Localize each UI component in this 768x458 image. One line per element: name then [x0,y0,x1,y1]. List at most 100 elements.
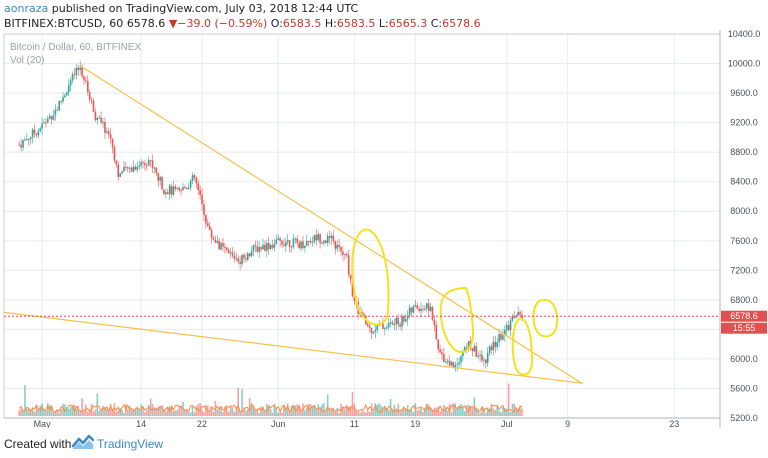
candle-body [304,245,306,249]
volume-bar [374,403,377,416]
y-tick-label: 10400.0 [728,30,761,39]
volume-bar [222,412,224,416]
volume-bar [178,405,180,416]
volume-bar [246,409,249,416]
volume-bar [380,405,382,416]
candle-body [494,341,497,348]
candle-body [104,121,106,133]
candle-body [102,121,104,123]
volume-bar [258,412,260,416]
volume-bar [43,409,45,416]
y-tick-label: 8400.0 [730,177,758,187]
volume-bar [292,404,295,416]
chart-area[interactable]: 10400.0 10000.0 9600.0 9200.0 8800.0 8400.0 80… [0,29,768,429]
candle-body [144,163,146,166]
volume-bar [422,411,424,416]
volume-bar [106,409,108,416]
author-link[interactable]: aonraza [4,2,49,15]
volume-bar [216,409,219,416]
y-tick-label: 5600.0 [730,383,758,393]
tradingview-brand-link[interactable]: TradingView [97,437,164,451]
candle-body [98,117,101,119]
candle-body [136,167,139,170]
tradingview-logo-icon[interactable] [72,434,94,450]
volume-bar [41,403,43,416]
candle-body [431,306,434,320]
volume-bar [79,411,81,416]
volume-bar [37,408,40,416]
candle-body [288,240,291,247]
volume-bar [22,410,24,416]
volume-bar [464,411,466,416]
volume-bar [351,392,354,416]
candle-body [235,258,238,260]
candle-body [345,253,348,256]
volume-bar [142,406,144,416]
volume-bar [161,405,163,416]
candle-body [404,319,407,322]
volume-bar [300,411,302,416]
candle-body [214,239,217,243]
candle-body [473,346,476,352]
candle-body [511,316,514,321]
candle-body [513,316,516,318]
candle-body [332,235,335,242]
candle-body [290,246,293,248]
volume-bar [397,404,399,416]
candle-body [229,252,232,254]
candle-body [130,167,133,172]
candle-body [125,166,127,168]
volume-bar [279,410,281,416]
candle-body [460,356,462,363]
price-change: −39.0 (−0.59%) [177,17,268,30]
candle-body [109,134,112,139]
volume-bar [96,393,99,416]
close-value: 6578.6 [442,17,481,30]
volume-bar [403,406,405,416]
volume-bar [33,411,36,416]
candle-body [24,139,26,141]
volume-bar [304,410,306,416]
candle-body [203,204,205,215]
candle-body [77,67,80,70]
candle-body [86,81,89,93]
volume-bar [285,407,287,416]
candle-body [106,131,108,133]
volume-bar [515,410,518,416]
volume-bar [153,407,156,416]
candle-body [294,238,297,240]
volume-bar [479,412,481,416]
symbol-label: BITFINEX:BTCUSD, 60 [4,17,124,30]
candle-body [368,325,371,328]
candle-body [225,247,228,251]
candle-body [220,242,222,250]
candle-body [433,319,436,326]
volume-bar [444,406,447,416]
last-price: 6578.6 [126,17,166,30]
volume-bar [245,410,247,416]
volume-bar [155,409,158,416]
volume-bar [98,410,101,416]
candle-body [349,274,352,280]
candle-body [67,85,70,93]
candle-body [410,307,413,313]
y-tick-label: 5200.0 [730,413,758,423]
candle-body [138,165,141,168]
candle-body [134,166,137,170]
candle-body [467,341,470,349]
candle-body [62,97,64,102]
volume-bar [401,408,403,416]
candle-body [309,241,312,243]
annotation-circle-4 [532,298,559,338]
candle-body [344,253,346,255]
candle-body [325,240,327,243]
candle-body [342,251,344,255]
price-chart[interactable]: 10400.0 10000.0 9600.0 9200.0 8800.0 8400.0 80… [0,29,768,429]
volume-bar [111,409,114,416]
volume-bar [77,405,80,416]
volume-pane [18,383,523,416]
volume-bar [513,404,516,416]
volume-bar [353,403,356,416]
volume-bar [18,410,21,416]
candle-body [212,237,215,240]
